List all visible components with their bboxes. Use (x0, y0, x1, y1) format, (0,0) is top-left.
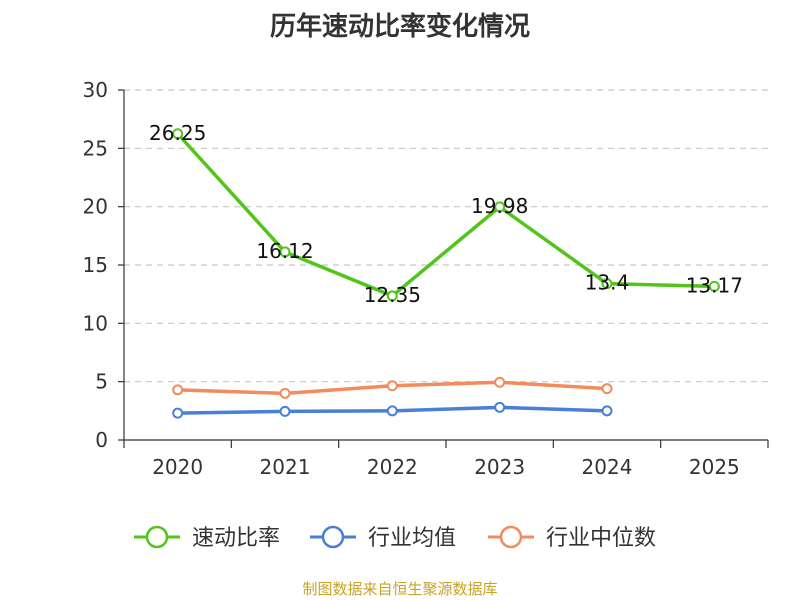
data-point (708, 280, 720, 292)
legend-label: 速动比率 (192, 526, 280, 551)
legend-marker (499, 525, 523, 549)
legend-label: 行业均值 (368, 526, 456, 551)
x-tick-label: 2020 (152, 455, 203, 479)
data-point (494, 201, 506, 213)
legend-marker (321, 525, 345, 549)
data-label: 13.4 (585, 271, 630, 295)
source-note: 制图数据来自恒生聚源数据库 (302, 580, 498, 598)
legend-marker (145, 525, 169, 549)
y-tick-label: 15 (83, 253, 108, 277)
data-point (279, 387, 291, 399)
data-point (601, 278, 613, 290)
data-point (172, 407, 184, 419)
data-point (172, 128, 184, 140)
legend-label: 行业中位数 (546, 526, 656, 551)
data-labels: 26.25 16.12 12.35 19.98 13.4 13.17 (149, 121, 743, 307)
legend-item[interactable]: 行业中位数 (488, 525, 656, 551)
data-point (601, 383, 613, 395)
legend[interactable]: 速动比率 行业均值 行业中位数 (134, 525, 656, 551)
data-point (386, 380, 398, 392)
y-tick-label: 20 (83, 195, 108, 219)
data-point (279, 405, 291, 417)
y-tick-label: 5 (95, 370, 108, 394)
data-point (279, 246, 291, 258)
data-label: 19.98 (471, 194, 528, 218)
series-line (176, 132, 715, 298)
x-tick-label: 2025 (689, 455, 740, 479)
x-tick-label: 2021 (260, 455, 311, 479)
data-label: 16.12 (256, 239, 313, 263)
y-tick-label: 30 (83, 78, 108, 102)
data-label: 26.25 (149, 121, 206, 145)
y-tick-label: 25 (83, 136, 108, 160)
data-point (601, 405, 613, 417)
series-lines (172, 128, 720, 419)
legend-item[interactable]: 速动比率 (134, 525, 280, 551)
data-label: 13.17 (686, 273, 743, 297)
data-point (386, 290, 398, 302)
x-tick-label: 2023 (474, 455, 525, 479)
data-point (172, 384, 184, 396)
chart-title: 历年速动比率变化情况 (269, 12, 530, 42)
data-point (494, 376, 506, 388)
y-tick-label: 10 (83, 311, 108, 335)
data-point (386, 405, 398, 417)
legend-item[interactable]: 行业均值 (310, 525, 456, 551)
data-label: 12.35 (364, 283, 421, 307)
grid-lines (124, 89, 768, 383)
data-point (494, 401, 506, 413)
x-tick-label: 2022 (367, 455, 418, 479)
y-tick-label: 0 (95, 428, 108, 452)
x-tick-label: 2024 (582, 455, 633, 479)
